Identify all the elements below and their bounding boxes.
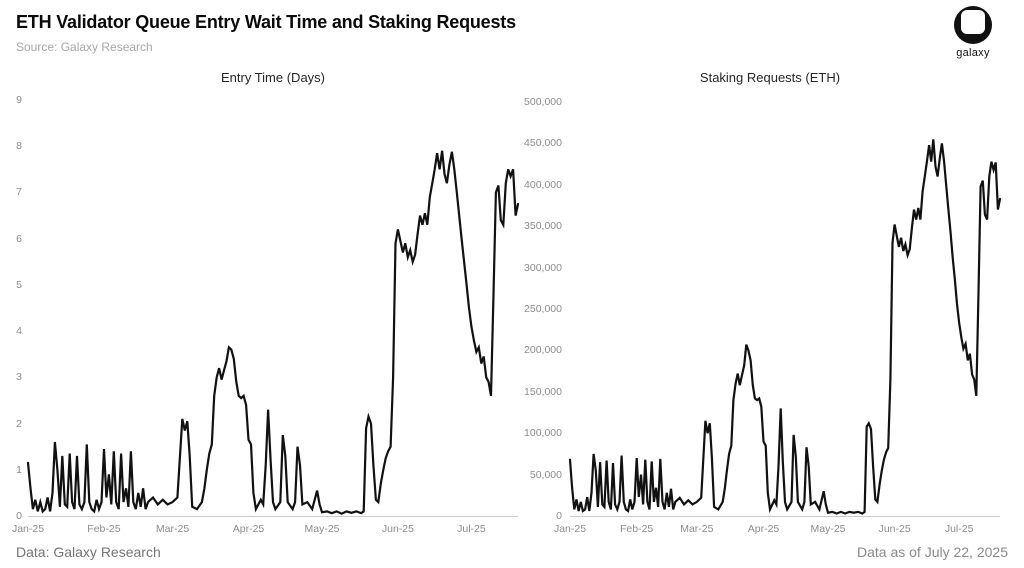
- footer-data-source: Data: Galaxy Research: [16, 544, 161, 560]
- x-tick-label: Feb-25: [620, 523, 654, 535]
- y-tick-label: 0: [556, 510, 562, 522]
- galaxy-logo-square-icon: [961, 10, 985, 34]
- y-tick-label: 200,000: [524, 344, 562, 357]
- x-tick-label: Jul-25: [457, 523, 486, 535]
- staking-requests-plot-area: [568, 102, 1002, 517]
- x-tick-label: Jan-25: [553, 523, 587, 535]
- x-tick-label: Jun-25: [381, 523, 414, 535]
- y-tick-label: 0: [16, 510, 22, 522]
- y-tick-label: 100,000: [524, 427, 562, 440]
- x-tick-label: Feb-25: [87, 523, 121, 535]
- galaxy-logo: galaxy: [945, 6, 1001, 59]
- y-tick-label: 350,000: [524, 220, 562, 233]
- x-tick-label: Mar-25: [680, 523, 714, 535]
- y-tick-label: 7: [16, 186, 22, 199]
- staking-requests-chart-title: Staking Requests (ETH): [699, 70, 841, 85]
- y-tick-label: 450,000: [524, 137, 562, 150]
- y-tick-label: 2: [16, 417, 22, 430]
- x-tick-label: Jul-25: [944, 523, 974, 535]
- x-tick-label: Jan-25: [11, 523, 45, 535]
- page-title: ETH Validator Queue Entry Wait Time and …: [16, 12, 516, 32]
- footer-data-date: Data as of July 22, 2025: [857, 544, 1008, 560]
- entry-time-y-axis-labels: 0 1 2 3 4 5 6 7 8 9: [0, 94, 24, 522]
- x-tick-label: Apr-25: [232, 523, 265, 535]
- y-tick-label: 5: [16, 278, 22, 291]
- entry-time-chart-title: Entry Time (Days): [220, 70, 325, 85]
- staking-requests-x-axis-labels: Jan-25 Feb-25 Mar-25 Apr-25 May-25 Jun-25 Jul-…: [554, 520, 1000, 536]
- data-line: [26, 150, 520, 515]
- y-tick-label: 250,000: [524, 303, 562, 315]
- staking-requests-y-axis-labels: 0 50,000 100,000 150,000 200,000 250,000 300,0…: [514, 96, 564, 522]
- y-tick-label: 9: [16, 94, 22, 106]
- y-tick-label: 150,000: [524, 385, 562, 398]
- y-tick-label: 8: [16, 140, 22, 153]
- y-tick-label: 3: [16, 371, 22, 384]
- entry-time-x-axis-labels: Jan-25 Feb-25 Mar-25 Apr-25 May-25 Jun-25 Jul-…: [12, 520, 518, 536]
- source-subtitle: Source: Galaxy Research: [16, 40, 153, 54]
- y-tick-label: 4: [16, 325, 22, 338]
- entry-time-plot-area: [26, 100, 520, 517]
- x-tick-label: Apr-25: [747, 523, 780, 535]
- y-tick-label: 500,000: [524, 96, 562, 108]
- data-line: [568, 139, 1002, 515]
- galaxy-logo-icon: [954, 6, 992, 44]
- y-tick-label: 400,000: [524, 178, 562, 191]
- y-tick-label: 50,000: [529, 468, 562, 481]
- x-tick-label: May-25: [304, 523, 340, 535]
- galaxy-logo-label: galaxy: [956, 47, 990, 59]
- x-tick-label: Mar-25: [155, 523, 190, 535]
- y-tick-label: 300,000: [524, 261, 562, 274]
- y-tick-label: 6: [16, 232, 22, 245]
- x-tick-label: May-25: [810, 523, 846, 535]
- y-tick-label: 1: [16, 463, 22, 476]
- x-tick-label: Jun-25: [878, 523, 911, 535]
